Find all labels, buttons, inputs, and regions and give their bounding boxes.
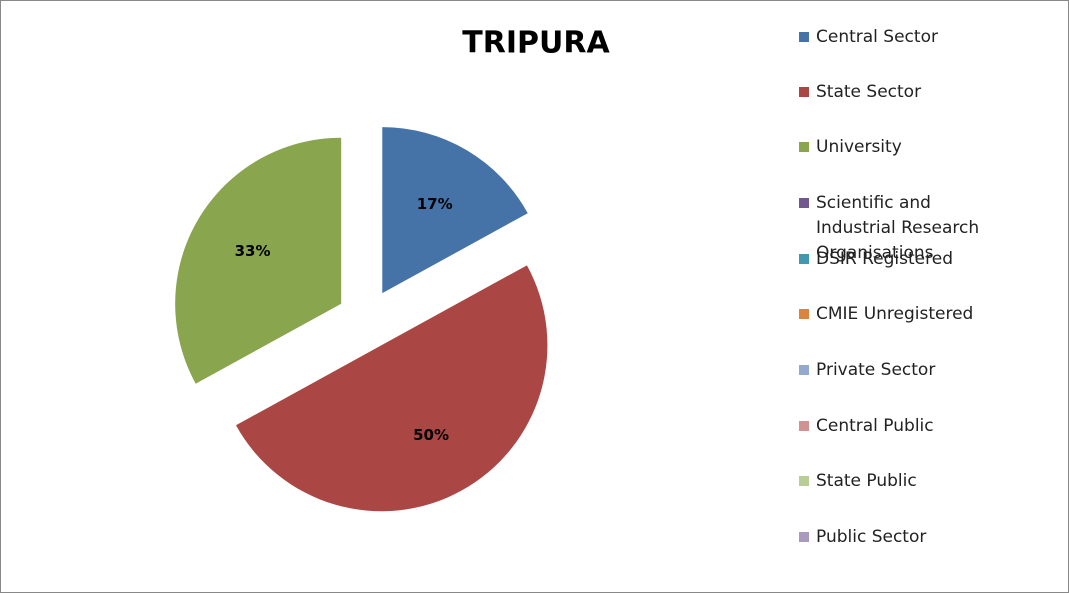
legend-label: Private Sector — [816, 360, 936, 380]
legend-label: Central Sector — [816, 27, 938, 47]
legend-label: University — [816, 137, 902, 157]
legend-item: Public Sector — [799, 525, 1014, 550]
legend-item: Private Sector — [799, 358, 1014, 383]
legend-item: Scientific and Industrial Research Organ… — [799, 191, 1014, 266]
legend-label: Scientific and Industrial Research Organ… — [816, 193, 980, 263]
legend-label: Public Sector — [816, 527, 927, 547]
legend-label: DSIR Registered — [816, 249, 953, 269]
legend-item: University — [799, 135, 1014, 160]
data-label: 50% — [413, 426, 449, 444]
legend-item: CMIE Unregistered — [799, 302, 1014, 327]
legend-swatch — [799, 254, 809, 264]
legend-item: State Public — [799, 469, 1014, 494]
legend-swatch — [799, 142, 809, 152]
legend-swatch — [799, 532, 809, 542]
pie-slice — [382, 127, 528, 294]
legend-item: Central Public — [799, 414, 1014, 439]
legend-label: State Sector — [816, 82, 922, 102]
data-label: 33% — [235, 242, 271, 260]
legend-swatch — [799, 198, 809, 208]
legend-label: Central Public — [816, 416, 934, 436]
pie-slice — [235, 265, 548, 512]
legend-swatch — [799, 87, 809, 97]
data-label: 17% — [417, 195, 453, 213]
legend-item: State Sector — [799, 80, 1014, 105]
legend-item: DSIR Registered — [799, 247, 1014, 272]
legend-label: State Public — [816, 471, 917, 491]
chart-title: TRIPURA — [462, 26, 610, 61]
legend-item: Central Sector — [799, 25, 1014, 50]
legend-swatch — [799, 32, 809, 42]
legend-swatch — [799, 476, 809, 486]
pie-slice — [175, 137, 342, 384]
legend-label: CMIE Unregistered — [816, 304, 974, 324]
legend-swatch — [799, 421, 809, 431]
legend-swatch — [799, 365, 809, 375]
legend-swatch — [799, 309, 809, 319]
